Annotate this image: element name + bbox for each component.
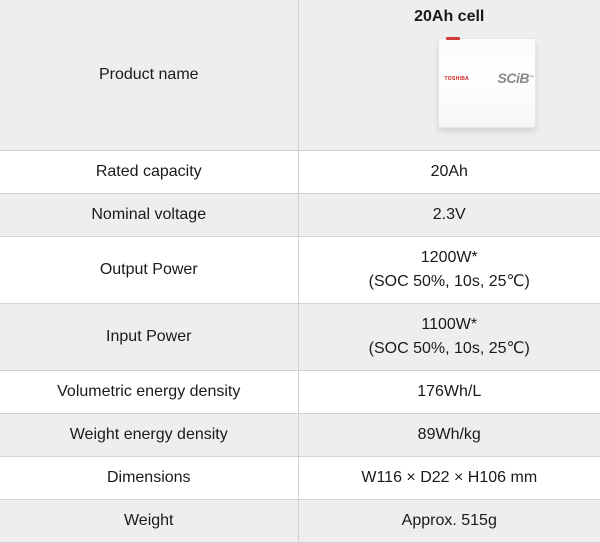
row-value: 89Wh/kg — [298, 413, 600, 456]
row-value: W116 × D22 × H106 mm — [298, 456, 600, 499]
row-value-cell: 1100W* (SOC 50%, 10s, 25℃) — [298, 303, 600, 370]
row-value-note: (SOC 50%, 10s, 25℃) — [303, 270, 597, 294]
row-label: Weight energy density — [0, 413, 298, 456]
row-value: 20Ah — [298, 150, 600, 193]
battery-logo: SCiB™ — [498, 70, 534, 86]
battery-terminal — [446, 37, 460, 40]
table-row-output-power: Output Power 1200W* (SOC 50%, 10s, 25℃) — [0, 236, 600, 303]
row-label: Product name — [0, 0, 298, 150]
row-value-cell: 1200W* (SOC 50%, 10s, 25℃) — [298, 236, 600, 303]
row-label: Output Power — [0, 236, 298, 303]
row-label: Nominal voltage — [0, 193, 298, 236]
product-title: 20Ah cell — [299, 6, 600, 28]
battery-cell-image: TOSHIBA SCiB™ — [438, 38, 536, 128]
row-value: Approx. 515g — [298, 499, 600, 542]
battery-logo-text: SCiB — [498, 70, 529, 86]
table-row-weight-energy-density: Weight energy density 89Wh/kg — [0, 413, 600, 456]
table-row-nominal-voltage: Nominal voltage 2.3V — [0, 193, 600, 236]
battery-logo-mark: ™ — [529, 75, 534, 81]
row-label: Dimensions — [0, 456, 298, 499]
table-row-rated-capacity: Rated capacity 20Ah — [0, 150, 600, 193]
table-row-volumetric-energy-density: Volumetric energy density 176Wh/L — [0, 370, 600, 413]
row-label: Rated capacity — [0, 150, 298, 193]
table-row-input-power: Input Power 1100W* (SOC 50%, 10s, 25℃) — [0, 303, 600, 370]
product-cell: 20Ah cell TOSHIBA SCiB™ — [298, 0, 600, 150]
row-value: 1200W* — [303, 246, 597, 270]
table-row-weight: Weight Approx. 515g — [0, 499, 600, 542]
row-value-note: (SOC 50%, 10s, 25℃) — [303, 337, 597, 361]
row-label: Weight — [0, 499, 298, 542]
row-value: 1100W* — [303, 313, 597, 337]
battery-brand-text: TOSHIBA — [445, 76, 470, 82]
row-label: Volumetric energy density — [0, 370, 298, 413]
row-value: 176Wh/L — [298, 370, 600, 413]
table-row-product-name: Product name 20Ah cell TOSHIBA SCiB™ — [0, 0, 600, 150]
table-row-dimensions: Dimensions W116 × D22 × H106 mm — [0, 456, 600, 499]
row-value: 2.3V — [298, 193, 600, 236]
row-label: Input Power — [0, 303, 298, 370]
